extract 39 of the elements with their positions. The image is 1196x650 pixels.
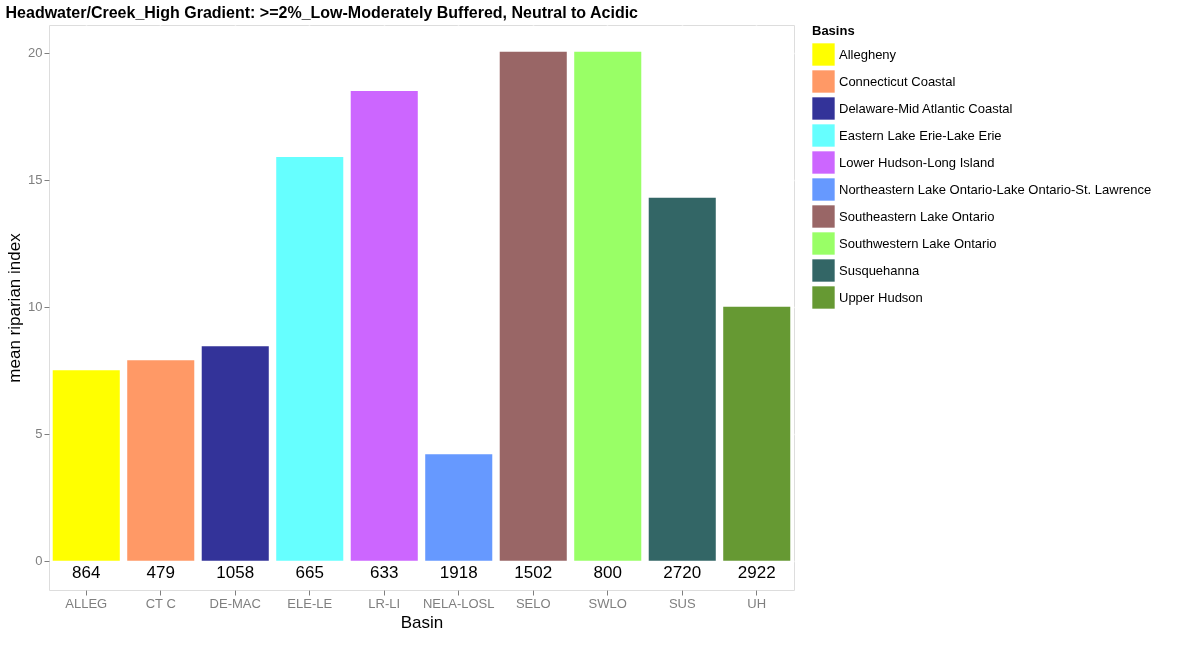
legend-label: Connecticut Coastal — [839, 73, 956, 89]
x-axis-title: Basin — [400, 612, 444, 632]
annotation: 633 — [370, 562, 399, 582]
annotation: 1502 — [514, 562, 553, 582]
y-tick-label: 5 — [35, 426, 43, 442]
legend-label: Delaware-Mid Atlantic Coastal — [839, 100, 1013, 116]
legend-label: Eastern Lake Erie-Lake Erie — [839, 127, 1002, 143]
legend-title: Basins — [812, 23, 855, 38]
x-tick-label: UH — [747, 595, 767, 611]
y-tick-label: 10 — [28, 299, 43, 315]
legend-label: Allegheny — [839, 46, 897, 62]
y-tick-label: 0 — [35, 553, 43, 569]
legend-label: Southeastern Lake Ontario — [839, 208, 995, 224]
annotation: 2720 — [663, 562, 702, 582]
x-tick-label: NELA-LOSL — [422, 595, 495, 611]
legend-label: Southwestern Lake Ontario — [839, 235, 997, 251]
x-tick-label: LR-LI — [368, 595, 401, 611]
x-tick-label: SWLO — [588, 595, 627, 611]
x-tick-label: ALLEG — [65, 595, 108, 611]
y-tick-label: 20 — [28, 45, 43, 61]
x-tick-label: DE-MAC — [209, 595, 261, 611]
x-tick-label: SELO — [515, 595, 551, 611]
annotation: 1058 — [216, 562, 255, 582]
x-tick-label: SUS — [668, 595, 696, 611]
annotation: 800 — [593, 562, 622, 582]
annotation: 665 — [295, 562, 324, 582]
legend-label: Northeastern Lake Ontario-Lake Ontario-St. Lawrence — [839, 181, 1152, 197]
x-tick-label: CT C — [145, 595, 176, 611]
annotation: 2922 — [737, 562, 776, 582]
y-axis-title: mean riparian index — [5, 232, 25, 383]
y-tick-label: 15 — [28, 172, 43, 188]
legend-label: Upper Hudson — [839, 289, 923, 305]
legend-label: Susquehanna — [839, 262, 921, 278]
x-tick-label: ELE-LE — [287, 595, 333, 611]
legend-label: Lower Hudson-Long Island — [839, 154, 995, 170]
chart-title: Headwater/Creek_High Gradient: >=2%_Low-Moderately Buffered, Neutral to Acidic — [5, 4, 639, 21]
annotation: 864 — [72, 562, 101, 582]
annotation: 1918 — [439, 562, 478, 582]
annotation: 479 — [146, 562, 175, 582]
